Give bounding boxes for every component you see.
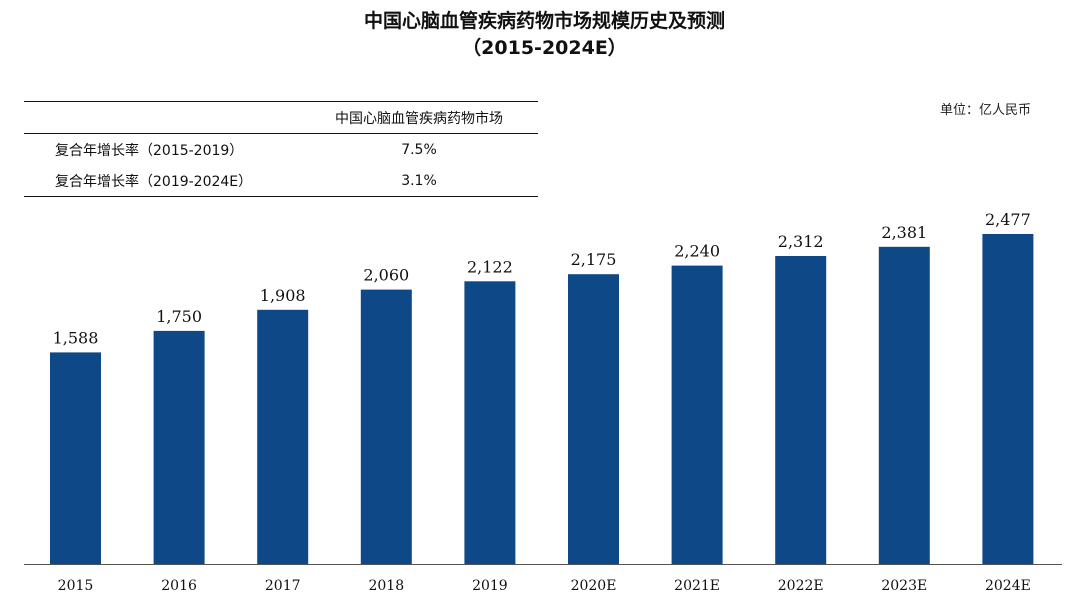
bar-2015	[50, 352, 101, 564]
x-tick-label-2024E: 2024E	[985, 578, 1031, 594]
data-label-2015: 1,588	[53, 328, 99, 347]
data-label-2021E: 2,240	[674, 242, 720, 261]
x-tick-label-2016: 2016	[161, 578, 197, 594]
bar-2022E	[775, 256, 827, 564]
data-label-2019: 2,122	[467, 257, 513, 276]
cagr-row-value: 7.5%	[401, 141, 437, 158]
cagr-row-label: 复合年增长率（2019-2024E）	[55, 173, 253, 190]
x-tick-label-2020E: 2020E	[571, 578, 617, 594]
data-label-2024E: 2,477	[985, 210, 1031, 229]
data-label-2023E: 2,381	[881, 223, 927, 242]
x-tick-label-2015: 2015	[58, 578, 94, 594]
bar-2017	[257, 309, 309, 564]
bar-2016	[153, 330, 205, 564]
cagr-row-2015-2019: 复合年增长率（2015-2019） 7.5%	[24, 134, 538, 165]
cagr-header-market: 中国心脑血管疾病药物市场	[335, 110, 503, 127]
data-label-2016: 1,750	[156, 307, 202, 326]
bar-2023E	[878, 246, 930, 565]
x-tick-label-2017: 2017	[265, 578, 301, 594]
x-tick-label-2021E: 2021E	[674, 578, 720, 594]
data-label-2020E: 2,175	[571, 250, 617, 269]
x-tick-label-2019: 2019	[472, 578, 508, 594]
cagr-table-header-row: 中国心脑血管疾病药物市场	[24, 102, 538, 134]
cagr-row-value: 3.1%	[401, 172, 437, 189]
data-label-2017: 1,908	[260, 286, 306, 305]
bar-2024E	[982, 234, 1034, 564]
x-tick-label-2023E: 2023E	[881, 578, 927, 594]
cagr-table: 中国心脑血管疾病药物市场 复合年增长率（2015-2019） 7.5% 复合年增…	[24, 101, 538, 197]
bar-2021E	[671, 265, 723, 564]
bar-2018	[360, 289, 412, 564]
bar-2020E	[568, 274, 619, 564]
cagr-row-label: 复合年增长率（2015-2019）	[55, 142, 244, 159]
chart-title: 中国心脑血管疾病药物市场规模历史及预测	[363, 10, 725, 32]
chart-subtitle: （2015-2024E）	[462, 37, 627, 59]
data-label-2018: 2,060	[363, 266, 409, 285]
x-tick-label-2022E: 2022E	[778, 578, 824, 594]
unit-label: 单位：亿人民币	[939, 103, 1031, 118]
x-tick-label-2018: 2018	[368, 578, 404, 594]
bar-2019	[464, 281, 516, 564]
data-label-2022E: 2,312	[778, 232, 824, 251]
cagr-row-2019-2024e: 复合年增长率（2019-2024E） 3.1%	[24, 165, 538, 196]
